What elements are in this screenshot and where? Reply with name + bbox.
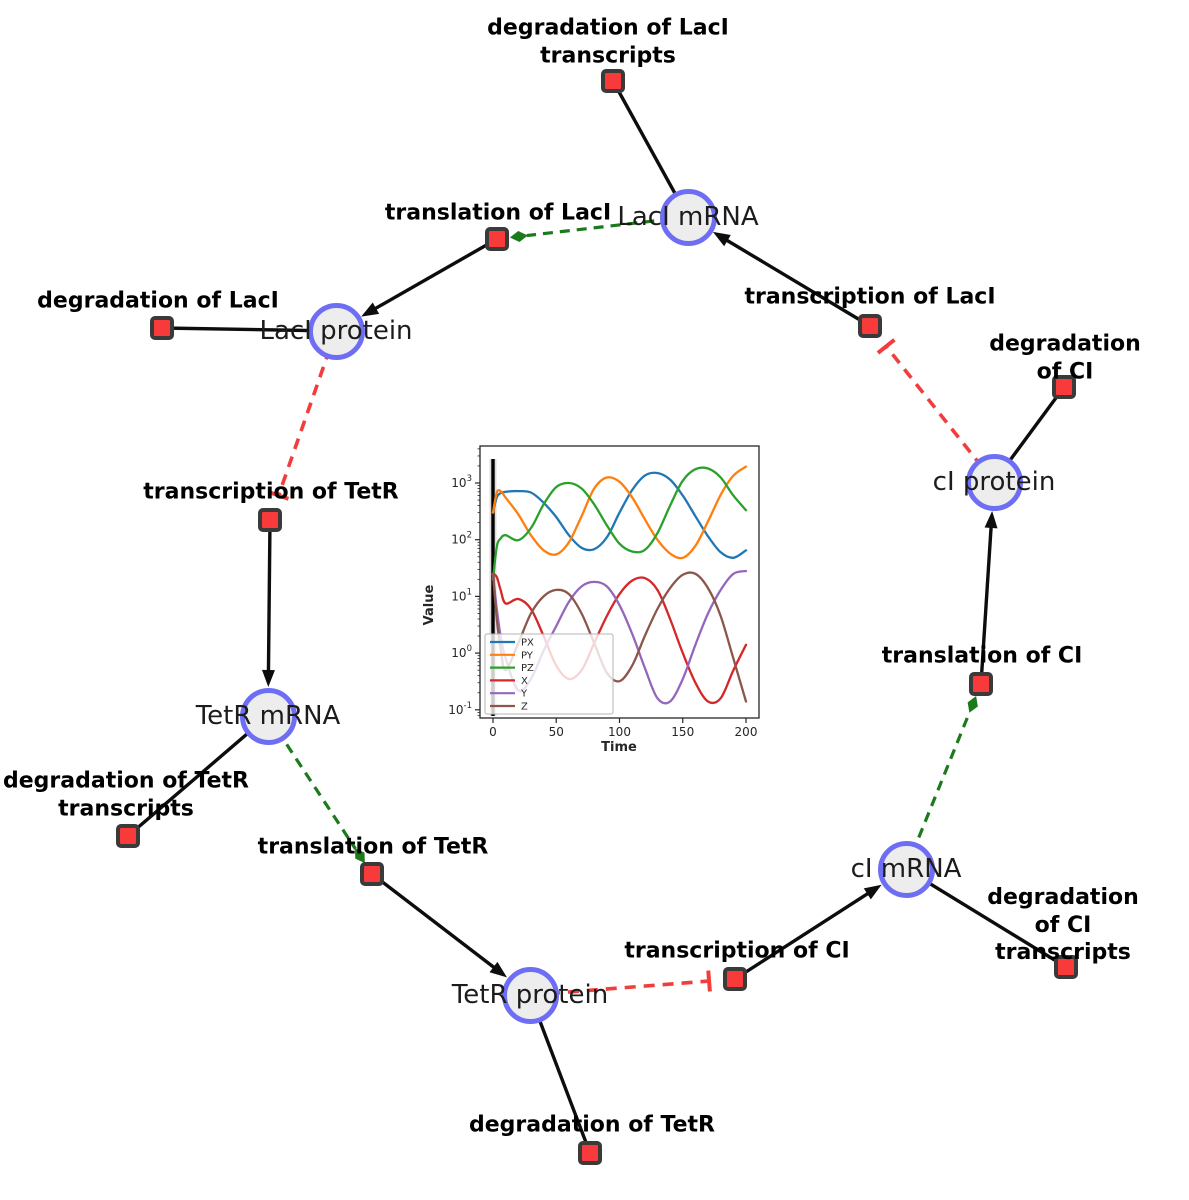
series-line-PX <box>491 471 748 559</box>
x-tick-label-100: 100 <box>608 725 631 739</box>
edge-activation-ci-mrna-to-translation-ci <box>904 696 978 870</box>
edge-consumption-tetr-mrna-to-deg-tetr-transcripts <box>126 714 270 838</box>
reaction-label-deg-laci: degradation of LacI <box>37 288 279 314</box>
species-node-ci-mrna[interactable] <box>877 840 935 898</box>
reaction-label-translation-tetr: translation of TetR <box>257 834 489 860</box>
legend-label-PZ: PZ <box>521 663 534 674</box>
x-tick-label-50: 50 <box>549 725 564 739</box>
species-node-ci-protein[interactable] <box>965 453 1023 511</box>
edge-production-translation-tetr-to-tetr-protein <box>370 872 507 978</box>
y-tick-label-1e1: 101 <box>451 587 472 603</box>
reaction-label-transcription-laci: transcription of LacI <box>744 284 996 310</box>
reaction-node-translation-laci[interactable] <box>485 227 509 251</box>
reaction-label-deg-ci: degradation of CI <box>989 331 1141 385</box>
species-label-laci-protein: LacI protein <box>259 316 413 346</box>
reaction-label-translation-laci: translation of LacI <box>384 200 612 226</box>
edge-production-translation-ci-to-ci-protein <box>979 510 998 685</box>
series-line-PZ <box>491 466 748 581</box>
reaction-node-deg-tetr[interactable] <box>578 1141 602 1165</box>
reaction-node-deg-ci-transcripts[interactable] <box>1054 955 1078 979</box>
x-tick-label-200: 200 <box>735 725 758 739</box>
species-node-laci-protein[interactable] <box>307 302 365 360</box>
reaction-node-transcription-laci[interactable] <box>858 314 882 338</box>
legend-label-PX: PX <box>521 638 534 649</box>
reaction-node-deg-laci-transcripts[interactable] <box>601 69 625 93</box>
edge-consumption-ci-mrna-to-deg-ci-transcripts <box>905 867 1067 969</box>
legend-label-Y: Y <box>520 689 528 700</box>
series-line-PY <box>491 465 748 560</box>
edge-inhibition-tetr-protein-to-transcription-ci <box>529 970 712 997</box>
y-tick-label-1e3: 103 <box>451 474 472 490</box>
reaction-node-deg-tetr-transcripts[interactable] <box>116 824 140 848</box>
edge-production-transcription-tetr-to-tetr-mrna <box>261 519 275 688</box>
legend-label-PY: PY <box>521 650 534 661</box>
species-label-tetr-mrna: TetR mRNA <box>195 701 341 731</box>
x-tick-label-150: 150 <box>671 725 694 739</box>
series-line-X <box>491 572 748 705</box>
species-label-ci-protein: cI protein <box>932 467 1056 497</box>
reaction-label-transcription-ci: transcription of CI <box>624 938 850 964</box>
reaction-label-translation-ci: translation of CI <box>881 643 1083 669</box>
edge-consumption-laci-protein-to-deg-laci <box>161 326 337 333</box>
reaction-node-deg-ci[interactable] <box>1052 375 1076 399</box>
reaction-label-deg-laci-transcripts: degradation of LacI transcripts <box>487 15 729 69</box>
x-tick-label-0: 0 <box>489 725 497 739</box>
plot-frame <box>479 445 760 719</box>
reaction-label-deg-tetr: degradation of TetR <box>468 1112 716 1138</box>
reaction-node-transcription-tetr[interactable] <box>258 508 282 532</box>
species-label-tetr-protein: TetR protein <box>451 980 609 1010</box>
reaction-node-deg-laci[interactable] <box>150 316 174 340</box>
species-label-ci-mrna: cI mRNA <box>850 854 962 884</box>
species-label-laci-mrna: LacI mRNA <box>617 202 759 232</box>
legend-label-Z: Z <box>521 702 528 713</box>
legend-label-X: X <box>521 676 528 687</box>
species-node-laci-mrna[interactable] <box>659 188 717 246</box>
edge-production-transcription-laci-to-laci-mrna <box>712 231 871 328</box>
simulation-plot-inset: 103 102 101 100 10-1 0 50 100 150 200 PX PY PZ X Y Z Ti… <box>420 433 768 761</box>
y-tick-label-1e-1: 10-1 <box>448 701 472 717</box>
x-axis-title: Time <box>601 740 637 755</box>
y-tick-label-1e2: 102 <box>451 531 472 547</box>
y-tick-label-1e0: 100 <box>451 644 472 660</box>
reaction-node-transcription-ci[interactable] <box>723 967 747 991</box>
edge-production-translation-laci-to-laci-protein <box>361 237 498 317</box>
reaction-node-translation-ci[interactable] <box>969 672 993 696</box>
species-node-tetr-mrna[interactable] <box>239 687 297 745</box>
edge-production-transcription-ci-to-ci-mrna <box>734 884 882 981</box>
reaction-label-deg-tetr-transcripts: degradation of TetR transcripts <box>2 768 250 822</box>
reaction-node-translation-tetr[interactable] <box>360 862 384 886</box>
species-node-tetr-protein[interactable] <box>501 966 559 1024</box>
y-axis-title: Value <box>422 584 437 625</box>
reaction-label-transcription-tetr: transcription of TetR <box>143 479 399 505</box>
edge-activation-laci-mrna-to-translation-laci <box>509 215 689 242</box>
reaction-label-deg-ci-transcripts: degradation of CI transcripts <box>987 884 1139 965</box>
